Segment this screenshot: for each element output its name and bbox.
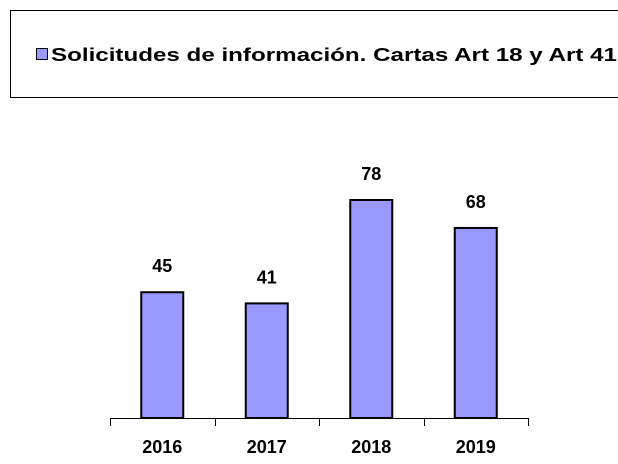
legend-swatch: [36, 48, 48, 60]
bar: [244, 302, 289, 419]
data-label: 45: [152, 256, 172, 276]
x-tick-label: 2016: [142, 437, 182, 457]
x-tick-label: 2017: [247, 437, 287, 457]
x-tick-label: 2019: [456, 437, 496, 457]
data-label: 78: [361, 164, 381, 184]
x-tick-label: 2018: [351, 437, 391, 457]
data-label: 68: [466, 192, 486, 212]
bar: [453, 226, 498, 419]
data-label: 41: [257, 267, 277, 287]
bar: [140, 291, 185, 420]
bar: [349, 199, 394, 419]
legend-label: Solicitudes de información. Cartas Art 1…: [51, 45, 617, 65]
legend-box: [10, 10, 618, 98]
